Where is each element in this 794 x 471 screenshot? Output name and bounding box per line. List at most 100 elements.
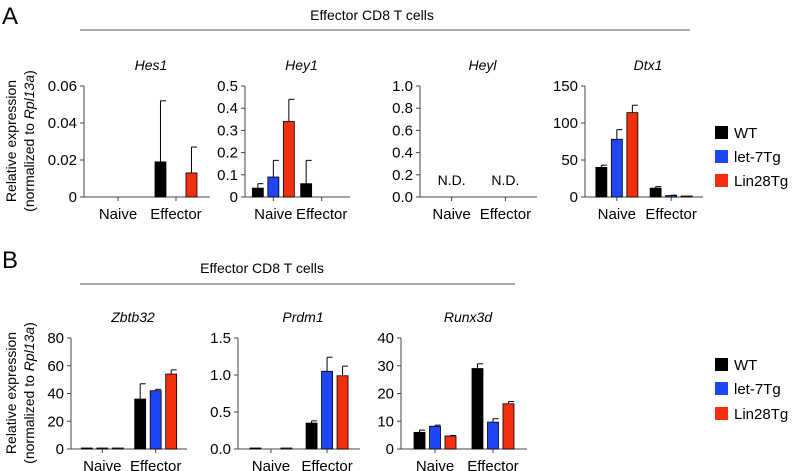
bar-dtx1-naive-let-7tg bbox=[610, 138, 623, 198]
bar-runx3d-naive-wt bbox=[413, 431, 426, 450]
y-tick-label: 0.1 bbox=[217, 167, 238, 184]
y-tick-label: 0.6 bbox=[392, 122, 413, 139]
legend-swatch-WT bbox=[715, 358, 728, 371]
chart-title-hes1: Hes1 bbox=[135, 57, 168, 73]
bar-runx3d-effector-wt bbox=[471, 368, 484, 450]
bar-dtx1-effector-lin28tg bbox=[680, 195, 693, 198]
bar-hes1-effector-lin28tg bbox=[185, 172, 198, 198]
y-tick-label: 0.5 bbox=[210, 404, 231, 421]
y-tick-label: 0.3 bbox=[217, 122, 238, 139]
panel-header: Effector CD8 T cells bbox=[200, 260, 324, 276]
not-detected-label: N.D. bbox=[438, 172, 466, 188]
bar-hey1-naive-wt bbox=[251, 187, 264, 198]
y-tick-label: 60 bbox=[47, 358, 64, 375]
x-tick-label-effector: Effector bbox=[480, 206, 531, 223]
y-tick-label: 10 bbox=[377, 413, 394, 430]
bar-dtx1-naive-wt bbox=[595, 166, 608, 198]
legend-label-Lin28Tg: Lin28Tg bbox=[734, 173, 788, 190]
y-tick-label: 100 bbox=[553, 115, 578, 132]
y-axis-label: Relative expression bbox=[3, 332, 19, 454]
y-tick-label: 40 bbox=[47, 386, 64, 403]
legend-swatch-Lin28Tg bbox=[715, 407, 728, 420]
bar-prdm1-effector-let-7tg bbox=[321, 370, 333, 450]
y-label-part: Rpl13a bbox=[21, 327, 37, 372]
x-tick-label-naive: Naive bbox=[254, 206, 292, 223]
x-tick-label-effector: Effector bbox=[645, 206, 696, 223]
y-tick-label: 80 bbox=[47, 330, 64, 347]
bar-runx3d-effector-let-7tg bbox=[487, 421, 499, 450]
x-tick-label-effector: Effector bbox=[150, 206, 201, 223]
bar-zbtb32-effector-lin28tg bbox=[165, 373, 178, 450]
bar-runx3d-naive-let-7tg bbox=[429, 425, 441, 450]
chart-title-heyl: Heyl bbox=[468, 57, 497, 73]
legend-swatch-let-7Tg bbox=[715, 382, 728, 395]
y-tick-label: 0 bbox=[56, 441, 64, 458]
y-tick-label: 1.0 bbox=[210, 367, 231, 384]
x-tick-label-naive: Naive bbox=[99, 206, 137, 223]
x-tick-label-naive: Naive bbox=[252, 458, 290, 471]
y-label-part: (normalized to bbox=[21, 371, 37, 464]
bar-zbtb32-naive-lin28tg bbox=[111, 447, 124, 450]
y-tick-label: 0 bbox=[230, 189, 238, 206]
chart-title-hey1: Hey1 bbox=[285, 57, 318, 73]
y-tick-label: 1.5 bbox=[210, 330, 231, 347]
y-label-part: ) bbox=[21, 322, 37, 327]
y-tick-label: 0.02 bbox=[48, 152, 77, 169]
bar-dtx1-naive-lin28tg bbox=[626, 112, 639, 198]
y-tick-label: 40 bbox=[377, 330, 394, 347]
y-tick-label: 0.4 bbox=[217, 100, 238, 117]
not-detected-label: N.D. bbox=[491, 172, 519, 188]
y-tick-label: 150 bbox=[553, 78, 578, 95]
bar-hey1-effector-wt bbox=[300, 183, 313, 198]
y-tick-label: 0.06 bbox=[48, 78, 77, 95]
x-tick-label-naive: Naive bbox=[598, 206, 636, 223]
panel-label-B: B bbox=[2, 247, 18, 274]
bar-dtx1-effector-let-7tg bbox=[665, 195, 678, 198]
x-tick-label-effector: Effector bbox=[130, 458, 181, 471]
y-tick-label: 30 bbox=[377, 358, 394, 375]
y-tick-label: 0.4 bbox=[392, 145, 413, 162]
x-tick-label-naive: Naive bbox=[83, 458, 121, 471]
y-label-part: Rpl13a bbox=[21, 75, 37, 120]
bar-prdm1-naive-wt bbox=[249, 447, 262, 450]
x-tick-label-naive: Naive bbox=[416, 458, 454, 471]
bar-dtx1-effector-wt bbox=[649, 187, 662, 198]
legend-label-WT: WT bbox=[734, 357, 757, 374]
bar-hey1-naive-lin28tg bbox=[282, 121, 295, 198]
x-tick-label-effector: Effector bbox=[296, 206, 347, 223]
y-tick-label: 0.04 bbox=[48, 115, 77, 132]
legend-label-let-7Tg: let-7Tg bbox=[734, 381, 781, 398]
y-tick-label: 50 bbox=[561, 152, 578, 169]
y-tick-label: 0.0 bbox=[210, 441, 231, 458]
y-label-part: (normalized to bbox=[21, 119, 37, 212]
legend-label-let-7Tg: let-7Tg bbox=[734, 149, 781, 166]
y-tick-label: 0.0 bbox=[392, 189, 413, 206]
y-tick-label: 0 bbox=[69, 189, 77, 206]
bar-zbtb32-naive-let-7tg bbox=[96, 447, 109, 450]
bar-prdm1-effector-lin28tg bbox=[336, 375, 349, 450]
bar-zbtb32-effector-wt bbox=[134, 398, 147, 450]
y-label-part: ) bbox=[21, 70, 37, 75]
panel-header: Effector CD8 T cells bbox=[310, 7, 434, 23]
chart-title-runx3d: Runx3d bbox=[444, 309, 493, 325]
y-tick-label: 0.5 bbox=[217, 78, 238, 95]
panel-label-A: A bbox=[2, 3, 18, 30]
y-tick-label: 0.2 bbox=[392, 167, 413, 184]
legend-swatch-Lin28Tg bbox=[715, 174, 728, 187]
x-tick-label-naive: Naive bbox=[432, 206, 470, 223]
y-tick-label: 20 bbox=[47, 413, 64, 430]
chart-title-prdm1: Prdm1 bbox=[282, 309, 323, 325]
chart-title-dtx1: Dtx1 bbox=[634, 57, 663, 73]
y-tick-label: 0 bbox=[570, 189, 578, 206]
y-tick-label: 0.2 bbox=[217, 145, 238, 162]
y-axis-label: Relative expression bbox=[3, 80, 19, 202]
legend-swatch-WT bbox=[715, 126, 728, 139]
y-tick-label: 0 bbox=[386, 441, 394, 458]
legend-label-Lin28Tg: Lin28Tg bbox=[734, 406, 788, 423]
x-tick-label-effector: Effector bbox=[301, 458, 352, 471]
bar-runx3d-naive-lin28tg bbox=[444, 435, 457, 450]
bar-zbtb32-naive-wt bbox=[80, 447, 93, 450]
bar-hes1-effector-wt bbox=[154, 161, 167, 198]
